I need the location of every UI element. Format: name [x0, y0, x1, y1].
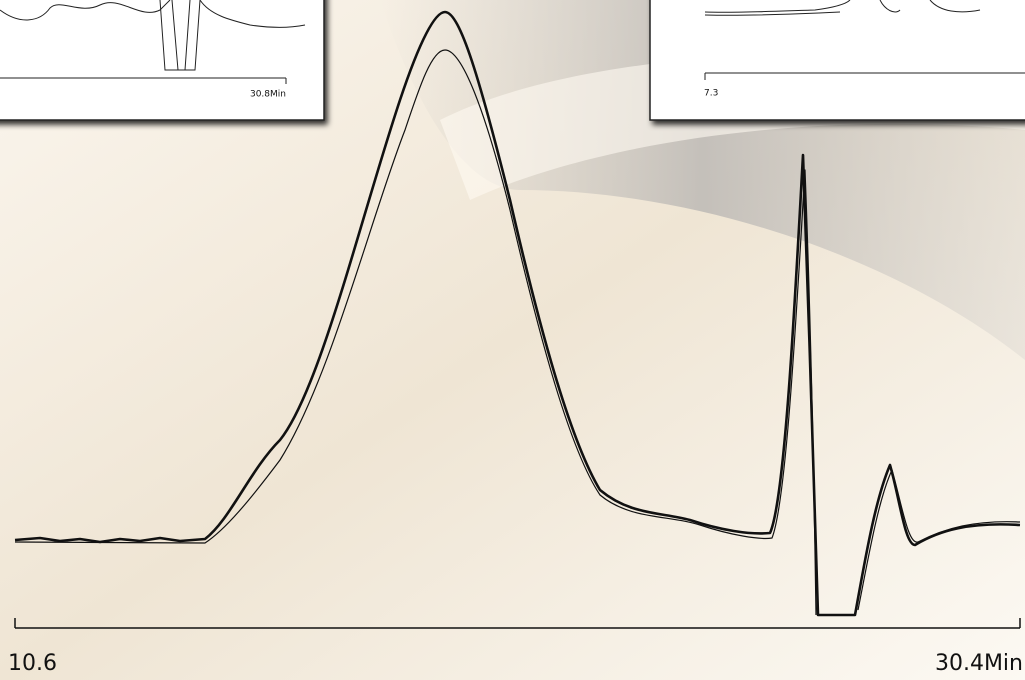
trace-secondary — [14, 49, 1021, 616]
trace-primary — [14, 10, 1021, 617]
inset-trace — [159, 0, 201, 71]
inset-right: 7.3 — [649, 0, 1025, 121]
inset-left: 30.8Min — [0, 0, 325, 121]
main-axis-label: 30.4Min — [935, 651, 1023, 676]
inset-trace — [704, 0, 981, 16]
inset-axis-label: 7.3 — [704, 89, 718, 99]
main-axis-label: 10.6 — [8, 651, 57, 676]
inset-trace — [0, 0, 306, 28]
inset-panel — [649, 0, 1025, 121]
inset-panel — [0, 0, 325, 121]
inset-axis-label: 30.8Min — [250, 90, 286, 100]
